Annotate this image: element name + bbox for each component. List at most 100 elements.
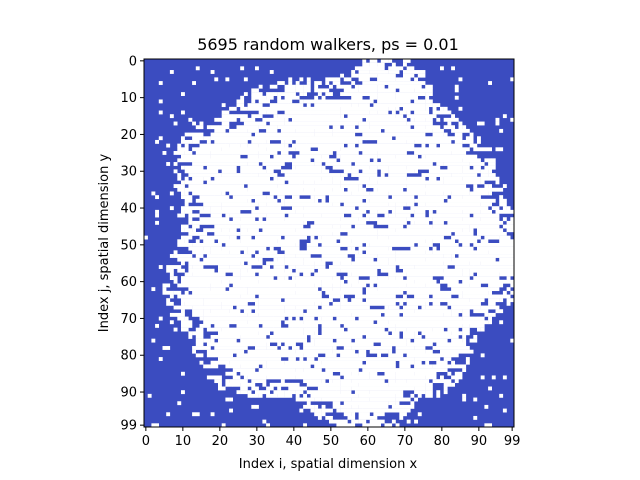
heatmap-cell-run	[314, 128, 333, 133]
heatmap-cell-run	[240, 390, 248, 395]
heatmap-cell-run	[388, 66, 404, 71]
heatmap-cell-run	[288, 316, 293, 321]
heatmap-cell-run	[192, 224, 200, 229]
heatmap-cell-run	[218, 224, 226, 229]
heatmap-cell-run	[284, 261, 304, 266]
heatmap-cell-run	[480, 202, 485, 207]
heatmap-cell-run	[462, 338, 467, 343]
heatmap-cell-run	[440, 110, 448, 115]
heatmap-cell-run	[380, 404, 389, 409]
heatmap-cell-run	[477, 257, 496, 262]
heatmap-cell-run	[199, 360, 204, 365]
heatmap-cell-run	[495, 121, 500, 126]
heatmap-cell-run	[395, 136, 463, 141]
heatmap-cell-run	[384, 371, 396, 376]
heatmap-cell-run	[477, 246, 496, 251]
heatmap-cell-run	[195, 239, 200, 244]
heatmap-cell-run	[280, 202, 285, 207]
heatmap-cell-run	[451, 173, 459, 177]
heatmap-cell-run	[454, 132, 463, 137]
heatmap-cell-run	[288, 147, 296, 152]
heatmap-cell-run	[206, 375, 219, 380]
heatmap-cell-run	[325, 180, 333, 185]
heatmap-cell-run	[273, 331, 282, 336]
heatmap-cell-run	[255, 390, 270, 395]
heatmap-cell-run	[440, 279, 448, 284]
heatmap-cell-run	[188, 209, 193, 214]
heatmap-cell-run	[206, 254, 226, 258]
heatmap-cell-run	[380, 342, 393, 347]
heatmap-cell-run	[303, 92, 307, 96]
heatmap-cell-run	[169, 320, 174, 325]
heatmap-cell-run	[299, 151, 319, 155]
heatmap-cell-run	[243, 114, 248, 119]
heatmap-cell-run	[358, 125, 370, 130]
heatmap-cell-run	[395, 213, 411, 218]
heatmap-cell-run	[380, 173, 385, 177]
heatmap-cell-run	[358, 184, 363, 188]
heatmap-cell-run	[269, 84, 278, 89]
heatmap-cell-run	[332, 132, 337, 137]
heatmap-cell-run	[284, 257, 289, 262]
heatmap-cell-run	[380, 268, 396, 273]
heatmap-cell-run	[351, 346, 363, 350]
heatmap-cell-run	[366, 110, 370, 115]
heatmap-cell-run	[273, 338, 282, 343]
heatmap-cell-run	[354, 331, 389, 336]
heatmap-cell-run	[388, 173, 407, 177]
heatmap-cell-run	[303, 423, 307, 428]
heatmap-cell-run	[314, 331, 319, 336]
heatmap-cell-run	[310, 187, 315, 192]
heatmap-cell-run	[436, 147, 467, 152]
heatmap-cell-run	[403, 106, 426, 111]
heatmap-cell-run	[340, 386, 348, 391]
heatmap-cell-run	[406, 66, 415, 71]
heatmap-cell-run	[251, 331, 259, 336]
heatmap-cell-run	[406, 338, 411, 343]
heatmap-cell-run	[314, 158, 337, 163]
heatmap-cell-run	[443, 357, 452, 361]
heatmap-cell-run	[158, 81, 163, 85]
heatmap-cell-run	[451, 375, 459, 380]
heatmap-cell-run	[277, 386, 282, 391]
heatmap-cell-run	[480, 305, 500, 310]
heatmap-cell-run	[299, 92, 304, 96]
heatmap-cell-run	[484, 173, 489, 177]
heatmap-cell-run	[188, 132, 200, 137]
heatmap-cell-run	[214, 224, 219, 229]
heatmap-cell-run	[273, 92, 278, 96]
heatmap-cell-run	[218, 375, 222, 380]
heatmap-cell-run	[447, 165, 463, 170]
heatmap-cell-run	[192, 81, 196, 85]
heatmap-cell-run	[417, 390, 426, 395]
heatmap-cell-run	[173, 121, 178, 126]
heatmap-cell-run	[184, 180, 204, 185]
heatmap-cell-run	[395, 276, 404, 280]
heatmap-cell-run	[199, 143, 230, 148]
heatmap-cell-run	[484, 165, 496, 170]
heatmap-cell-run	[206, 202, 222, 207]
heatmap-cell-run	[229, 106, 233, 111]
heatmap-cell-run	[403, 128, 433, 133]
heatmap-cell-run	[314, 81, 322, 85]
heatmap-cell-run	[243, 77, 248, 82]
heatmap-cell-run	[306, 390, 311, 395]
heatmap-cell-run	[332, 261, 341, 266]
heatmap-cell-run	[388, 202, 393, 207]
heatmap-cell-run	[158, 265, 163, 269]
heatmap-cell-run	[336, 151, 359, 155]
heatmap-cell-run	[358, 103, 367, 108]
heatmap-cell-run	[421, 173, 430, 177]
heatmap-cell-run	[358, 139, 363, 144]
heatmap-cell-run	[377, 88, 381, 93]
heatmap-cell-run	[262, 364, 267, 369]
heatmap-cell-run	[218, 125, 226, 130]
heatmap-cell-run	[314, 180, 326, 185]
heatmap-cell-run	[380, 412, 385, 417]
heatmap-cell-run	[255, 338, 274, 343]
heatmap-cell-run	[181, 294, 189, 299]
heatmap-cell-run	[351, 419, 359, 424]
heatmap-cell-run	[303, 368, 307, 372]
heatmap-cell-run	[266, 110, 270, 115]
